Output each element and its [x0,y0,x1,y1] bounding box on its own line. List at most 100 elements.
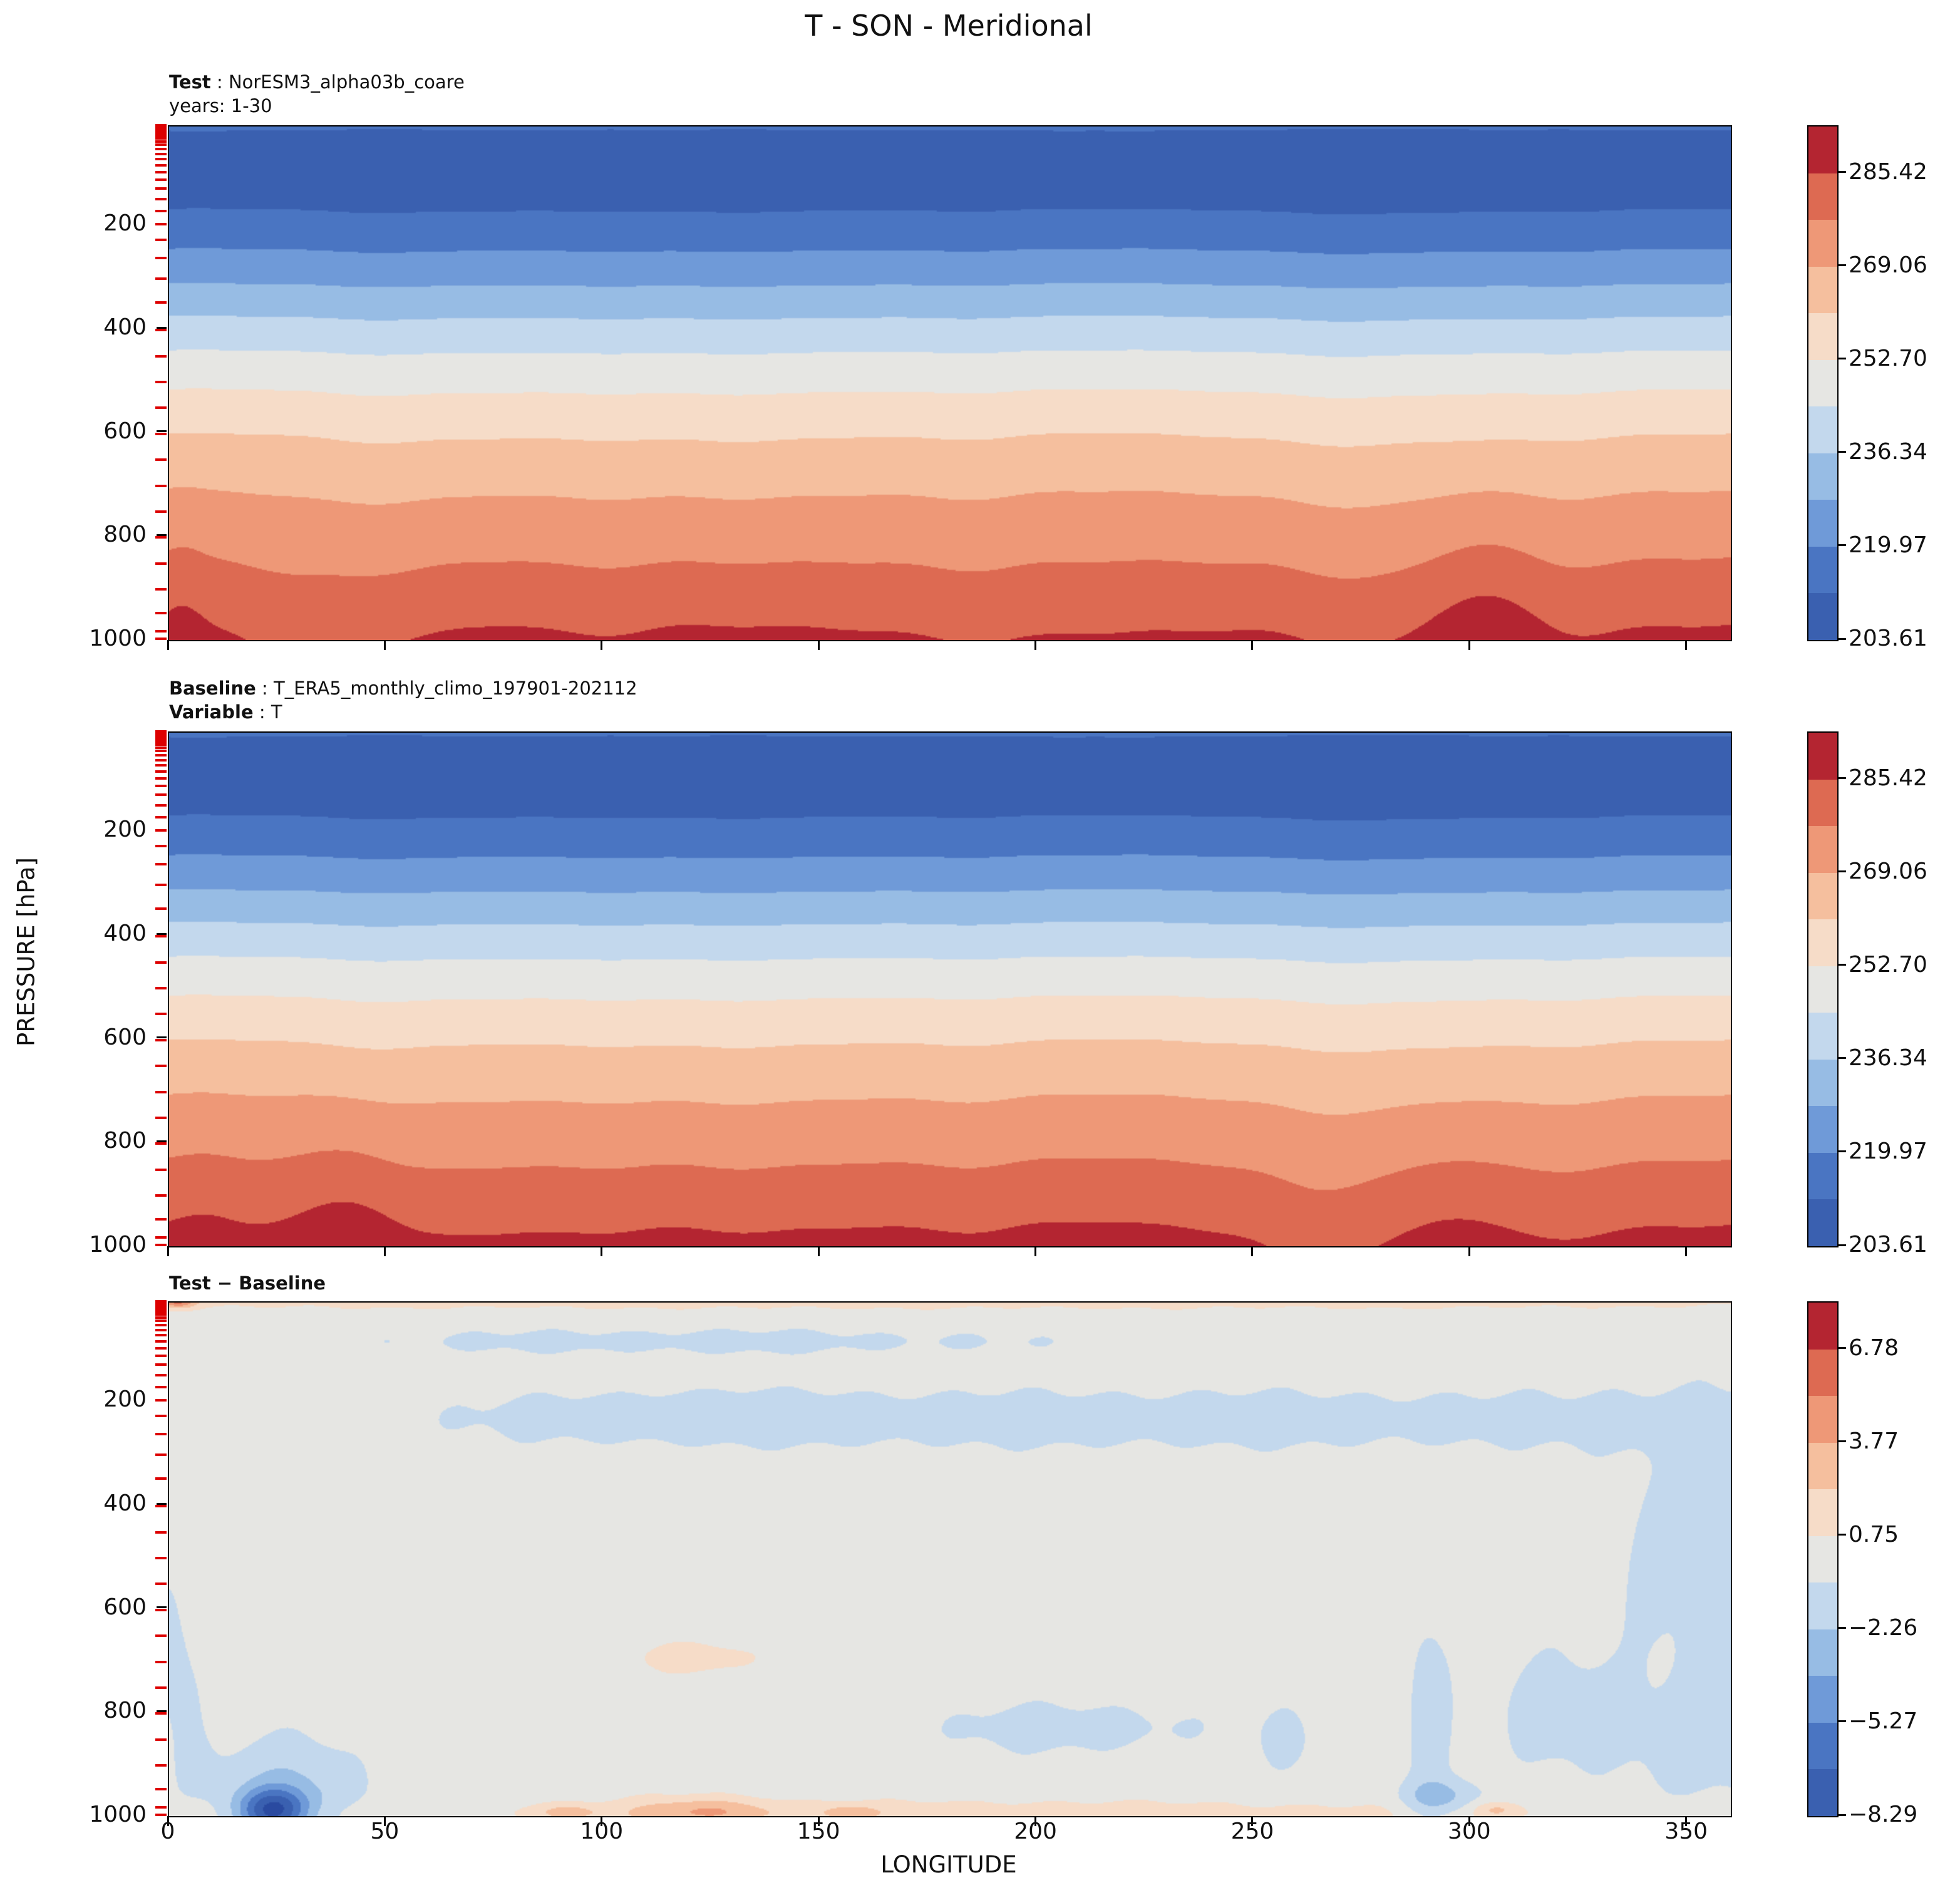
model-level-tick [155,1013,167,1016]
x-tick [1468,640,1470,650]
test-annotation-tag: Test [169,71,211,93]
model-level-tick [155,1194,167,1197]
model-level-tick [155,130,167,133]
colorbar-tick [1839,1244,1846,1246]
variable-annotation-value: : T [253,701,282,723]
model-level-tick [155,170,167,173]
model-level-tick [155,187,167,190]
baseline-annotation-tag: Baseline [169,678,256,699]
variable-annotation-tag: Variable [169,701,254,723]
x-tick [167,640,169,650]
y-tick-label: 400 [103,921,147,947]
x-tick [1034,1246,1037,1256]
colorbar-tick [1839,964,1846,966]
model-level-tick [155,1038,167,1041]
colorbar-band [1808,733,1837,780]
colorbar-tick [1839,870,1846,873]
y-tick [157,1710,167,1712]
model-level-tick [155,777,167,780]
colorbar-tick [1839,1347,1846,1350]
model-level-tick [155,1306,167,1309]
model-level-tick [155,1531,167,1534]
y-tick [157,1140,167,1142]
diff-annotation-tag: Test − Baseline [169,1273,326,1294]
colorbar-band [1808,313,1837,360]
colorbar-tick-label: 252.70 [1849,951,1927,978]
model-level-tick [155,746,167,749]
y-tick [157,1036,167,1039]
test-annotation-line1: Test : NorESM3_alpha03b_coare [169,70,465,94]
y-tick [157,534,167,536]
model-level-tick [155,1814,167,1816]
x-tick [167,1816,169,1826]
model-level-tick [155,1319,167,1323]
model-level-tick [155,126,167,130]
model-level-tick [155,209,167,212]
model-level-tick [155,750,167,753]
x-tick-label: 200 [1014,1819,1057,1844]
model-level-tick [155,458,167,462]
colorbar-band [1808,593,1837,641]
y-tick-label: 600 [103,1594,147,1620]
model-level-tick [155,257,167,260]
colorbar-band [1808,359,1837,407]
y-tick-label: 400 [103,1490,147,1517]
model-level-tick [155,1582,167,1586]
y-tick [157,1606,167,1609]
model-level-tick [155,1308,167,1311]
colorbar-tick [1839,1057,1846,1060]
model-level-tick [155,152,167,155]
model-level-tick [155,588,167,591]
x-tick [817,640,820,650]
x-tick-label: 50 [370,1819,400,1844]
model-level-tick [155,1333,167,1336]
model-level-tick [155,815,167,818]
x-axis-label: LONGITUDE [880,1851,1017,1878]
x-tick [1034,1816,1037,1826]
colorbar-band [1808,453,1837,500]
colorbar-tick [1839,1534,1846,1536]
y-axis-label: PRESSURE [hPa] [13,857,40,1046]
x-tick [1685,1246,1688,1256]
colorbar-tick [1839,264,1846,267]
colorbar-band [1808,1582,1837,1629]
colorbar-band [1808,1536,1837,1583]
x-tick [601,640,603,650]
model-level-tick [155,638,167,640]
colorbar-tick [1839,1150,1846,1153]
model-level-tick [155,354,167,358]
model-level-tick [155,1324,167,1327]
diff-contour-canvas [169,1303,1731,1816]
model-level-tick [155,484,167,487]
baseline-panel [168,731,1732,1247]
model-level-tick [155,1363,167,1366]
model-level-tick [155,803,167,807]
colorbar-tick-label: −8.29 [1849,1802,1918,1827]
model-level-tick [155,148,167,151]
diff-annotation: Test − Baseline [169,1271,326,1295]
model-level-tick [155,1090,167,1093]
x-tick-label: 150 [797,1819,840,1844]
y-tick-label: 800 [103,522,147,548]
colorbar-band [1808,1303,1837,1350]
model-level-tick [155,1313,167,1316]
colorbar-tick [1839,1720,1846,1723]
colorbar-band [1808,1396,1837,1443]
model-level-tick [155,1660,167,1663]
model-level-tick [155,1686,167,1690]
model-level-tick [155,432,167,435]
x-tick [167,1246,169,1256]
y-tick-label: 800 [103,1128,147,1154]
colorbar-tick-label: 269.06 [1849,858,1927,884]
model-level-tick [155,1340,167,1343]
model-level-tick [155,1303,167,1306]
model-level-tick [155,758,167,762]
test-annotation-value: : NorESM3_alpha03b_coare [210,71,465,93]
model-level-tick [155,743,167,746]
colorbar-band [1808,1442,1837,1490]
y-tick [157,932,167,935]
colorbar-tick [1839,451,1846,453]
x-tick [601,1816,603,1826]
colorbar-tick-label: 0.75 [1849,1521,1899,1547]
model-level-tick [155,381,167,383]
